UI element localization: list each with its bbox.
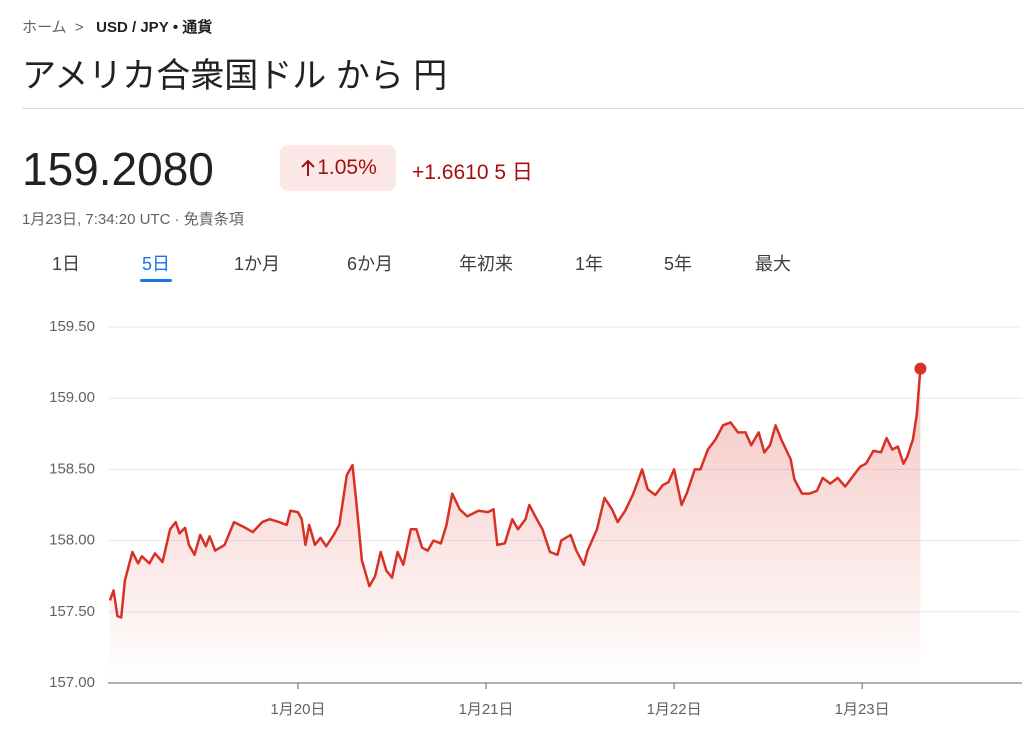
price: 159.2080 <box>22 143 214 195</box>
last-point <box>914 362 927 375</box>
range-tab[interactable]: 1日 <box>51 254 81 274</box>
price-line <box>108 368 922 619</box>
range-tab[interactable]: 5年 <box>663 254 693 274</box>
range-tab[interactable]: 1年 <box>574 254 604 274</box>
x-tick-label: 1月22日 <box>647 701 702 718</box>
up-arrow <box>301 159 315 176</box>
timestamp-row: 1月23日, 7:34:20 UTC · 免責条項 <box>22 211 244 228</box>
y-tick-label: 159.50 <box>49 318 95 335</box>
y-tick-label: 157.50 <box>49 603 95 620</box>
y-tick-label: 157.00 <box>49 674 95 691</box>
y-tick-label: 159.00 <box>49 389 95 406</box>
chart: 157.00 157.50 158.00 158.50 159.00 159.50 1月20… <box>49 318 1022 718</box>
range-tabs: 1日 5日 1か月 6か月 年初来 1年 5年 最大 <box>0 250 1024 286</box>
range-tab[interactable]: 最大 <box>755 254 791 274</box>
breadcrumb: ホーム > USD / JPY • 通貨 <box>22 16 212 37</box>
change-badge: 1.05% <box>280 145 396 191</box>
x-tick-label: 1月23日 <box>835 701 890 718</box>
title: アメリカ合衆国ドル から 円 <box>22 57 448 95</box>
separator: • <box>172 19 183 36</box>
range-tab[interactable]: 1か月 <box>233 254 281 274</box>
y-tick-label: 158.50 <box>49 460 95 477</box>
change: +1.6610 5 日 <box>412 156 533 186</box>
change-value: +1.6610 <box>412 161 489 184</box>
kind: 通貨 <box>182 19 213 36</box>
disclaimer[interactable]: 免責条項 <box>183 211 244 228</box>
home-link[interactable]: ホーム <box>22 19 67 36</box>
x-tick-label: 1月21日 <box>458 701 513 718</box>
change-percent: 1.05% <box>317 156 377 179</box>
range-tab[interactable]: 6か月 <box>346 254 394 274</box>
change-period: 5 日 <box>494 161 533 184</box>
pair[interactable]: USD / JPY <box>96 19 169 36</box>
x-tick-label: 1月20日 <box>270 701 325 718</box>
y-tick-label: 158.00 <box>49 532 95 549</box>
divider <box>22 108 1024 109</box>
timestamp: 1月23日, 7:34:20 UTC <box>22 211 171 228</box>
range-tab[interactable]: 5日 <box>139 250 173 282</box>
range-tab[interactable]: 年初来 <box>459 254 513 274</box>
chevron: > <box>70 19 92 36</box>
